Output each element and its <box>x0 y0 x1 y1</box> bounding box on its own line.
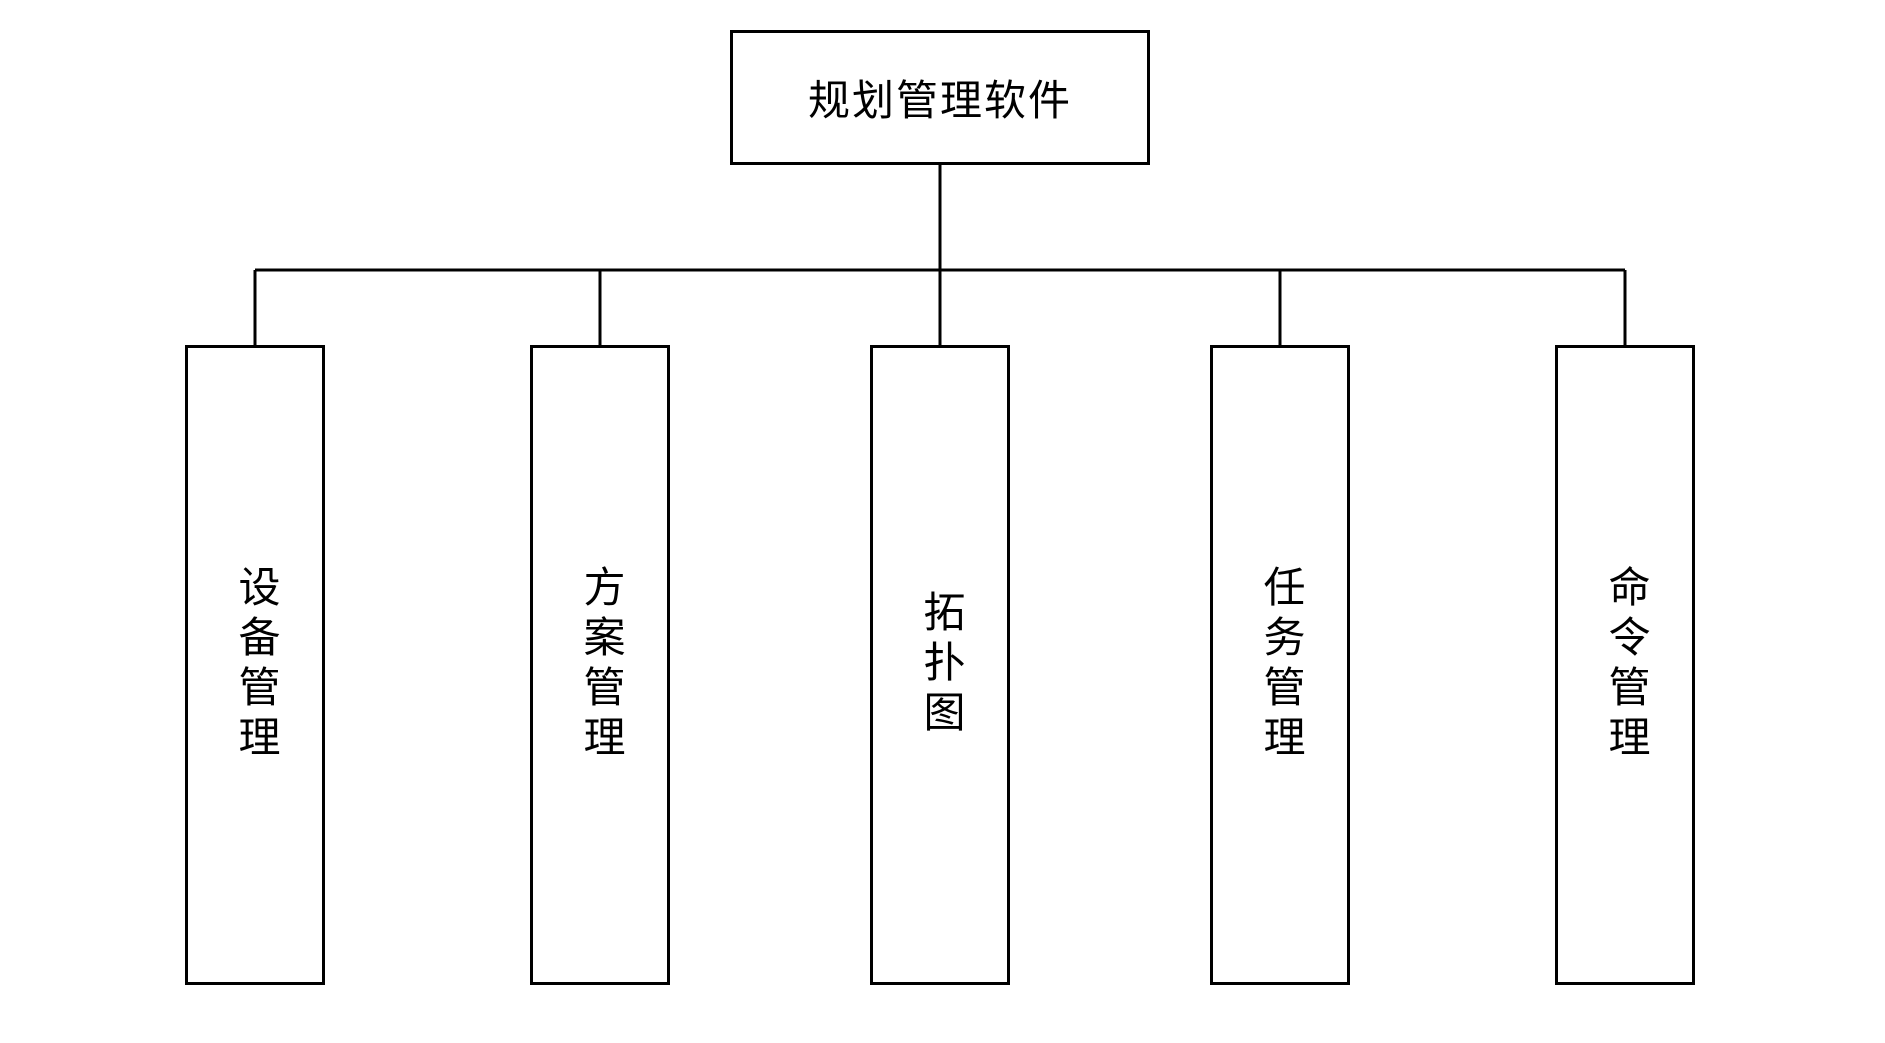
child-node-4: 命令管理 <box>1555 345 1695 985</box>
root-node: 规划管理软件 <box>730 30 1150 165</box>
child-node-1-label: 方案管理 <box>579 565 621 765</box>
root-node-label: 规划管理软件 <box>808 67 1072 128</box>
child-node-0: 设备管理 <box>185 345 325 985</box>
child-node-3-label: 任务管理 <box>1259 565 1301 765</box>
child-node-4-label: 命令管理 <box>1604 565 1646 765</box>
org-tree-diagram: 规划管理软件 设备管理 方案管理 拓扑图 任务管理 命令管理 <box>0 0 1885 1043</box>
child-node-3: 任务管理 <box>1210 345 1350 985</box>
child-node-2: 拓扑图 <box>870 345 1010 985</box>
child-node-1: 方案管理 <box>530 345 670 985</box>
child-node-0-label: 设备管理 <box>234 565 276 765</box>
child-node-2-label: 拓扑图 <box>919 590 961 740</box>
